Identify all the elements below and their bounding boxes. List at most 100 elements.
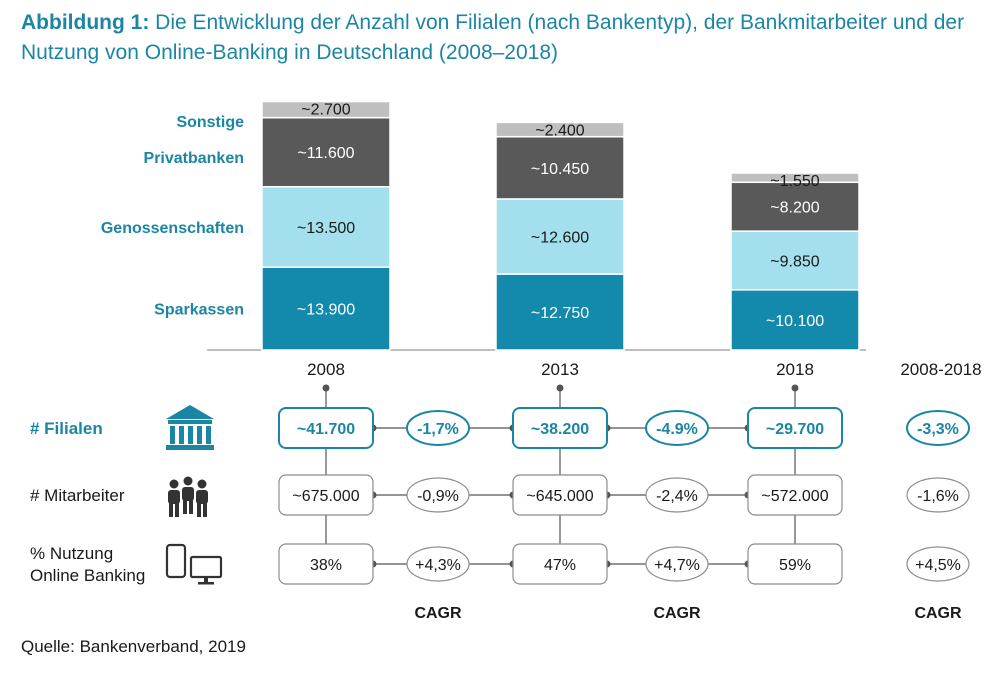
person-leg: [197, 503, 201, 517]
value-box: [747, 407, 843, 449]
cagr-ellipse: [645, 477, 709, 513]
figure-title: Abbildung 1: Die Entwicklung der Anzahl …: [21, 8, 981, 68]
person-head: [183, 476, 193, 486]
legend-label: Sonstige: [176, 114, 244, 131]
bar-genossenschaften-2013: [495, 198, 625, 275]
value-label: ~41.700: [297, 421, 355, 438]
phone-outline: [165, 543, 187, 579]
person-leg: [189, 500, 193, 514]
cagr-value: +4,5%: [915, 557, 961, 574]
value-label: 47%: [544, 557, 576, 574]
bar-sparkassen-2013: [495, 273, 625, 351]
cagr-ellipse: [645, 410, 709, 446]
data-label: ~1.550: [770, 173, 819, 190]
devices-icon: [165, 543, 223, 585]
value-label: ~29.700: [766, 421, 824, 438]
x-tick-label: 2008: [307, 360, 345, 379]
data-label: ~12.600: [531, 230, 589, 247]
cagr-value: +4,3%: [415, 557, 461, 574]
source-note: Quelle: Bankenverband, 2019: [21, 637, 246, 656]
year-dot: [556, 384, 564, 392]
person-body: [182, 487, 194, 501]
row-label: % Nutzung: [30, 544, 113, 563]
legend-label: Privatbanken: [144, 150, 244, 167]
cagr-ellipse: [906, 410, 970, 446]
cagr-header: CAGR: [653, 605, 701, 622]
bank-beam: [168, 420, 212, 424]
cagr-ellipse: [406, 477, 470, 513]
legend-label: Genossenschaften: [101, 220, 244, 237]
bar-genossenschaften-2018: [730, 230, 860, 291]
value-box: [278, 543, 374, 585]
data-label: ~12.750: [531, 305, 589, 322]
bank-roof: [166, 405, 214, 419]
monitor-outline: [189, 555, 223, 579]
bank-pillar: [197, 426, 202, 444]
person-leg: [183, 500, 187, 514]
bar-privatbanken-2013: [495, 135, 625, 200]
bar-sonstige-2013: [495, 121, 625, 138]
value-box: [747, 543, 843, 585]
value-box: [512, 543, 608, 585]
value-box: [278, 407, 374, 449]
year-dot: [791, 384, 799, 392]
person-head: [197, 479, 207, 489]
data-label: ~8.200: [770, 200, 819, 217]
person-leg: [203, 503, 207, 517]
cagr-ellipse: [406, 546, 470, 582]
cagr-ellipse: [906, 546, 970, 582]
bank-pillar: [188, 426, 193, 444]
figure-title-text: Die Entwicklung der Anzahl von Filialen …: [21, 11, 965, 64]
cagr-value: +4,7%: [654, 557, 700, 574]
value-label: 38%: [310, 557, 342, 574]
bar-sparkassen-2008: [261, 266, 391, 351]
bank-base: [166, 445, 214, 450]
bank-pillar: [179, 426, 184, 444]
value-label: ~645.000: [526, 488, 593, 505]
x-tick-label: 2018: [776, 360, 814, 379]
person-body: [168, 490, 180, 504]
person-leg: [169, 503, 173, 517]
bar-sparkassen-2018: [730, 289, 860, 351]
value-box: [512, 474, 608, 516]
value-label: ~675.000: [292, 488, 359, 505]
bank-pillar: [206, 426, 211, 444]
value-box: [278, 474, 374, 516]
cagr-header: CAGR: [914, 605, 962, 622]
legend-label: Sparkassen: [154, 302, 244, 319]
cagr-value: -3,3%: [917, 421, 959, 438]
monitor-base: [198, 582, 214, 585]
value-label: 59%: [779, 557, 811, 574]
data-label: ~11.600: [297, 145, 354, 162]
cagr-value: -1,6%: [917, 488, 959, 505]
bar-genossenschaften-2008: [261, 186, 391, 268]
bank-icon: [166, 405, 214, 450]
person-head: [169, 479, 179, 489]
cagr-value: -0,9%: [417, 488, 459, 505]
period-label: 2008-2018: [900, 360, 981, 379]
monitor-stand: [204, 577, 208, 582]
value-label: ~572.000: [761, 488, 828, 505]
cagr-ellipse: [645, 546, 709, 582]
row-label: # Filialen: [30, 419, 103, 438]
data-label: ~13.900: [297, 302, 355, 319]
cagr-header: CAGR: [414, 605, 462, 622]
bar-sonstige-2018: [730, 172, 860, 184]
figure-number: Abbildung 1:: [21, 11, 150, 34]
value-box: [512, 407, 608, 449]
data-label: ~10.100: [766, 313, 824, 330]
row-label: # Mitarbeiter: [30, 486, 125, 505]
cagr-value: -1,7%: [417, 421, 459, 438]
cagr-ellipse: [906, 477, 970, 513]
cagr-ellipse: [406, 410, 470, 446]
row-label: Online Banking: [30, 566, 145, 585]
data-label: ~2.400: [535, 122, 584, 139]
cagr-value: -2,4%: [656, 488, 698, 505]
bar-sonstige-2008: [261, 100, 391, 119]
people-icon: [168, 476, 208, 517]
person-leg: [175, 503, 179, 517]
year-dot: [322, 384, 330, 392]
value-label: ~38.200: [531, 421, 589, 438]
data-label: ~9.850: [770, 253, 819, 270]
